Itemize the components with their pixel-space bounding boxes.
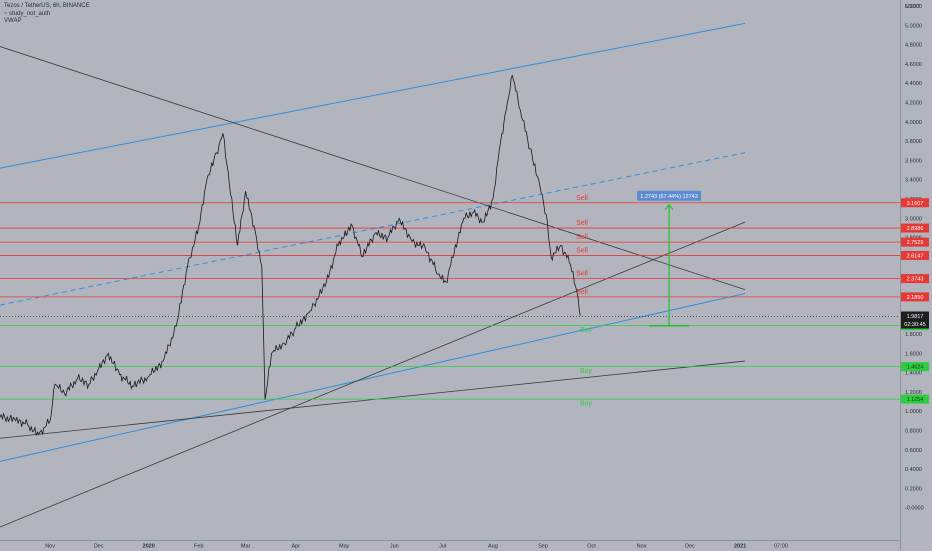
sell-level-label: Sell xyxy=(576,247,588,254)
measure-label: 1.2743 (67.44%) 12743 xyxy=(640,194,698,200)
sell-price-tag-label: 3.1607 xyxy=(907,201,924,207)
price-tick-label: 5.2000 xyxy=(905,4,922,10)
time-tick-label: Oct xyxy=(587,544,596,550)
trend-line-trend[interactable] xyxy=(0,360,746,439)
price-tick-label: 1.0000 xyxy=(905,409,922,415)
trend-line-blue[interactable] xyxy=(0,22,746,169)
trend-line-trend[interactable] xyxy=(0,221,746,528)
buy-level-label: Buy xyxy=(580,327,593,334)
price-series-line[interactable] xyxy=(0,74,581,436)
sell-price-tag xyxy=(901,237,929,247)
price-tick-label: 1.2000 xyxy=(905,390,922,396)
buy-price-tag-label: 1.1254 xyxy=(907,397,924,403)
time-tick-label: Feb xyxy=(194,544,203,550)
price-tick-label: 0.6000 xyxy=(905,448,922,454)
price-tick-label: 4.4000 xyxy=(905,81,922,87)
time-tick-label: Apr xyxy=(291,544,300,550)
price-tick-label: 0.4000 xyxy=(905,467,922,473)
time-tick-label: 07:00 xyxy=(774,544,788,550)
sell-price-tag-label: 2.3743 xyxy=(907,277,924,283)
sell-level-label: Sell xyxy=(576,234,588,241)
price-tick-label: 3.8000 xyxy=(905,139,922,145)
price-tick-label: 3.4000 xyxy=(905,178,922,184)
study-label: ~ study_not_auth xyxy=(4,10,51,17)
measure-label-box xyxy=(637,190,702,201)
sell-price-tag-label: 2.7529 xyxy=(907,240,924,246)
last-price-tag-label: 1.9817 xyxy=(907,314,924,320)
price-tick-label: -0.0000 xyxy=(905,506,924,512)
sell-level-label: Sell xyxy=(576,289,588,296)
price-tick-label: 4.2000 xyxy=(905,100,922,106)
price-tick-label: 4.8000 xyxy=(905,43,922,49)
buy-level-label: Buy xyxy=(580,401,593,408)
price-tick-label: 0.8000 xyxy=(905,429,922,435)
time-tick-label: May xyxy=(339,544,350,550)
plot-pane[interactable]: 1.2743 (67.44%) 12743 Sell Sell Sell Sell Sel… xyxy=(0,22,900,528)
buy-price-tag-label: 1.4624 xyxy=(907,365,924,371)
price-unit-label: USDT xyxy=(905,4,921,10)
vwap-label: VWAP xyxy=(4,18,22,24)
price-tick-label: 3.0000 xyxy=(905,216,922,222)
trend-line-blue-dashed[interactable] xyxy=(0,152,746,306)
sell-price-tag xyxy=(901,292,929,302)
sell-level-label: Sell xyxy=(576,195,588,202)
sell-price-tag-label: 2.1850 xyxy=(907,295,924,301)
sell-price-tag xyxy=(901,198,929,208)
trend-line-trend[interactable] xyxy=(0,46,746,291)
time-tick-label: Jun xyxy=(390,544,399,550)
price-tick-label: 4.6000 xyxy=(905,62,922,68)
buy-level-label: Buy xyxy=(580,368,593,375)
price-tick-label: 1.6000 xyxy=(905,351,922,357)
symbol-title: Tezos / TetherUS, 6h, BINANCE xyxy=(4,3,90,9)
time-tick-label: Sep xyxy=(538,544,548,550)
sell-price-tag-label: 2.6147 xyxy=(907,254,924,260)
time-tick-label: 2021 xyxy=(734,544,746,550)
measure-arrow-head xyxy=(664,203,674,211)
time-tick-label: Jul xyxy=(439,544,446,550)
sell-price-tag xyxy=(901,223,929,233)
price-tick-label: 1.4000 xyxy=(905,371,922,377)
sell-price-tag-label: 2.8986 xyxy=(907,226,924,232)
time-axis-background xyxy=(0,540,900,551)
sell-price-tag xyxy=(901,274,929,284)
time-tick-label: Nov xyxy=(45,544,55,550)
price-tick-label: 0.2000 xyxy=(905,486,922,492)
countdown-label: 02:30:45 xyxy=(904,322,925,328)
price-tick-label: 5.0000 xyxy=(905,23,922,29)
sell-level-label: Sell xyxy=(576,271,588,278)
time-tick-label: Aug xyxy=(488,544,498,550)
buy-price-tag xyxy=(901,394,929,404)
price-tick-label: 1.8000 xyxy=(905,332,922,338)
sell-price-tag xyxy=(901,250,929,260)
last-price-tag xyxy=(901,311,929,329)
price-tick-label: 4.0000 xyxy=(905,120,922,126)
time-tick-label: Dec xyxy=(685,544,695,550)
sell-level-label: Sell xyxy=(576,220,588,227)
chart-legend: Tezos / TetherUS, 6h, BINANCE ~ study_no… xyxy=(4,3,90,26)
buy-price-tag xyxy=(901,362,929,372)
time-tick-label: Dec xyxy=(94,544,104,550)
time-tick-label: Mar xyxy=(241,544,251,550)
time-tick-label: Nov xyxy=(637,544,647,550)
trend-line-blue[interactable] xyxy=(0,293,746,462)
price-tick-label: 3.6000 xyxy=(905,158,922,164)
time-tick-label: 2020 xyxy=(143,544,155,550)
